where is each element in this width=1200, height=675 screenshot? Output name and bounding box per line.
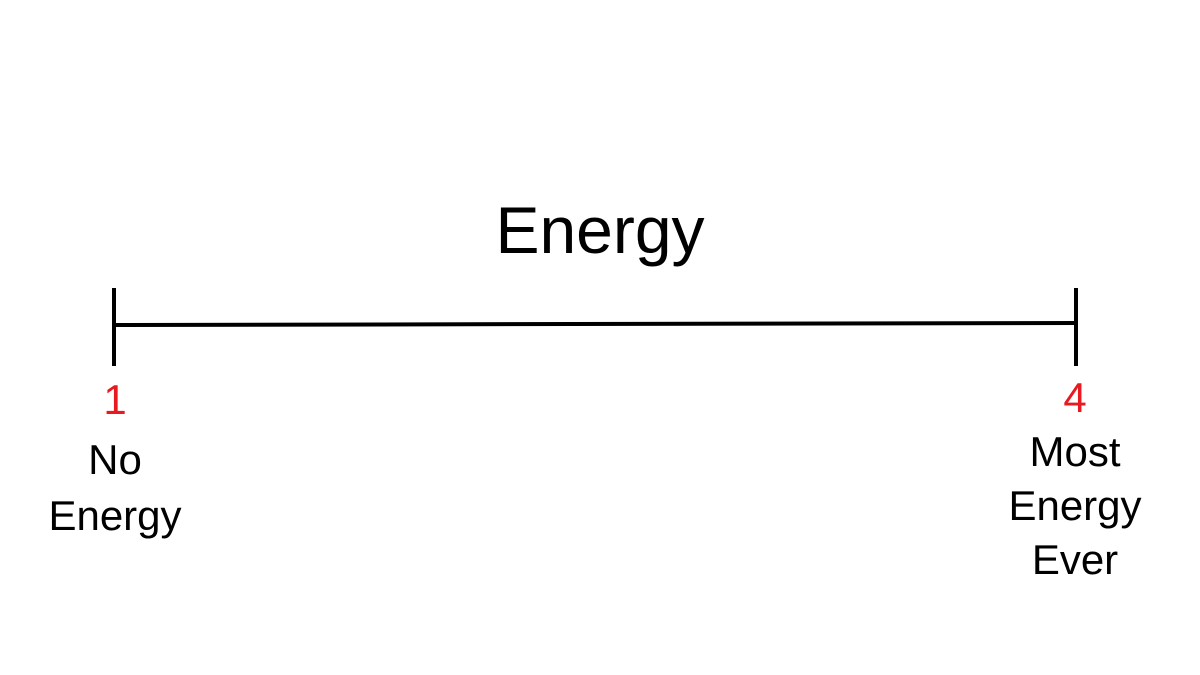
scale-title: Energy: [495, 193, 705, 267]
scale-max-label: Most Energy Ever: [1008, 428, 1142, 583]
scale-max-value: 4: [1063, 374, 1087, 421]
scale-min-value: 1: [103, 376, 127, 423]
scale-axis: [113, 321, 1077, 327]
scale-min-label: No Energy: [48, 436, 182, 539]
